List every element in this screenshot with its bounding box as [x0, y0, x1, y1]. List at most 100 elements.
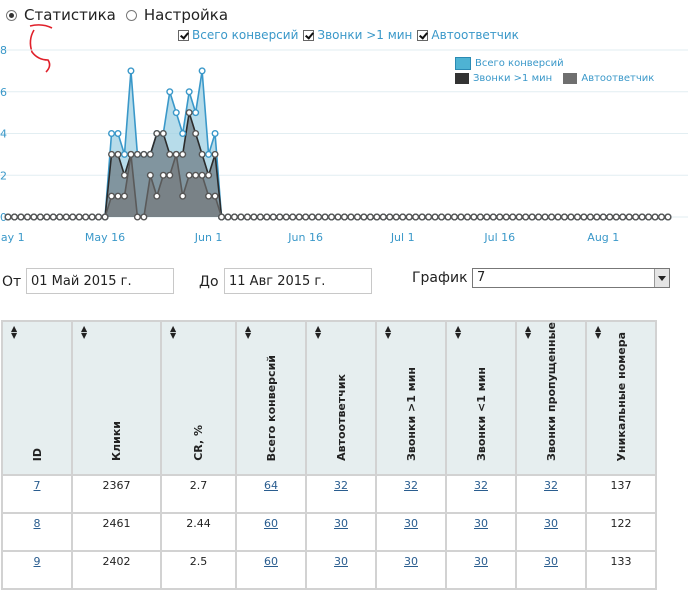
cell-link[interactable]: 30	[334, 555, 348, 568]
data-point[interactable]	[211, 129, 219, 137]
sort-icon[interactable]: ▲ ▼	[170, 324, 177, 340]
checkbox-answering-machine[interactable]	[417, 29, 429, 41]
chart-select[interactable]: 7	[472, 268, 670, 288]
cell-link[interactable]: 30	[404, 555, 418, 568]
data-point[interactable]	[146, 150, 154, 158]
data-point[interactable]	[457, 213, 465, 221]
chevron-down-icon[interactable]	[654, 269, 669, 287]
sort-icon[interactable]: ▲ ▼	[81, 324, 88, 340]
data-point[interactable]	[108, 192, 116, 200]
data-point[interactable]	[192, 171, 200, 179]
data-point[interactable]	[379, 213, 387, 221]
data-point[interactable]	[444, 213, 452, 221]
cell-link[interactable]: 32	[404, 479, 418, 492]
data-point[interactable]	[625, 213, 633, 221]
data-point[interactable]	[192, 109, 200, 117]
cell-link[interactable]: 30	[474, 555, 488, 568]
data-point[interactable]	[658, 213, 666, 221]
data-point[interactable]	[476, 213, 484, 221]
checkbox-total-conversions[interactable]	[178, 29, 189, 41]
data-point[interactable]	[619, 213, 627, 221]
cell-link[interactable]: 30	[334, 517, 348, 530]
data-point[interactable]	[554, 213, 562, 221]
data-point[interactable]	[321, 213, 329, 221]
data-point[interactable]	[560, 213, 568, 221]
cell-link[interactable]: 60	[264, 555, 278, 568]
data-point[interactable]	[302, 213, 310, 221]
data-point[interactable]	[159, 129, 167, 137]
legend-item[interactable]: Звонки >1 мин	[455, 73, 552, 84]
cell-link[interactable]: 30	[404, 517, 418, 530]
toggle-total-conversions[interactable]: Всего конверсий	[178, 28, 298, 42]
data-point[interactable]	[567, 213, 575, 221]
data-point[interactable]	[23, 213, 31, 221]
data-point[interactable]	[56, 213, 64, 221]
cell-link[interactable]: 30	[474, 517, 488, 530]
tab-statistics-label[interactable]: Статистика	[24, 6, 116, 24]
data-point[interactable]	[75, 213, 83, 221]
data-point[interactable]	[463, 213, 471, 221]
cell-link[interactable]: 30	[544, 555, 558, 568]
row-id-link[interactable]: 8	[33, 517, 41, 530]
data-point[interactable]	[522, 213, 530, 221]
from-date-input[interactable]: 01 Май 2015 г.	[26, 268, 174, 294]
toggle-calls-over-1min[interactable]: Звонки >1 мин	[303, 28, 412, 42]
data-point[interactable]	[470, 213, 478, 221]
data-point[interactable]	[386, 213, 394, 221]
cell-link[interactable]: 30	[544, 517, 558, 530]
data-point[interactable]	[535, 213, 543, 221]
radio-statistics[interactable]	[6, 9, 17, 21]
data-point[interactable]	[108, 150, 116, 158]
tab-settings-label[interactable]: Настройка	[143, 6, 229, 24]
data-point[interactable]	[541, 213, 549, 221]
sort-icon[interactable]: ▲ ▼	[525, 324, 532, 340]
data-point[interactable]	[586, 213, 594, 221]
data-point[interactable]	[114, 150, 122, 158]
data-point[interactable]	[295, 213, 303, 221]
legend-item[interactable]: Автоответчик	[563, 73, 654, 84]
data-point[interactable]	[664, 213, 672, 221]
data-point[interactable]	[612, 213, 620, 221]
data-point[interactable]	[651, 213, 659, 221]
sort-icon[interactable]: ▲ ▼	[455, 324, 462, 340]
column-header-missed-calls[interactable]: ▲ ▼ Звонки пропущенные	[515, 320, 587, 476]
to-date-input[interactable]: 11 Авг 2015 г.	[224, 268, 372, 294]
data-point[interactable]	[399, 213, 407, 221]
data-point[interactable]	[211, 150, 219, 158]
data-point[interactable]	[632, 213, 640, 221]
data-point[interactable]	[483, 213, 491, 221]
radio-settings[interactable]	[125, 9, 137, 21]
column-header-unique-numbers[interactable]: ▲ ▼ Уникальные номера	[585, 320, 657, 476]
data-point[interactable]	[269, 213, 277, 221]
data-point[interactable]	[638, 213, 646, 221]
data-point[interactable]	[88, 213, 96, 221]
data-point[interactable]	[263, 213, 271, 221]
data-point[interactable]	[127, 67, 135, 75]
data-point[interactable]	[645, 213, 653, 221]
data-point[interactable]	[4, 213, 12, 221]
data-point[interactable]	[315, 213, 323, 221]
data-point[interactable]	[43, 213, 51, 221]
data-point[interactable]	[185, 88, 193, 96]
cell-link[interactable]: 64	[264, 479, 278, 492]
data-point[interactable]	[211, 192, 219, 200]
data-point[interactable]	[205, 171, 213, 179]
toggle-answering-machine[interactable]: Автоответчик	[417, 28, 519, 42]
column-header-total-conversions[interactable]: ▲ ▼ Всего конверсий	[235, 320, 307, 476]
data-point[interactable]	[509, 213, 517, 221]
data-point[interactable]	[166, 171, 174, 179]
data-point[interactable]	[120, 192, 128, 200]
data-point[interactable]	[431, 213, 439, 221]
checkbox-calls-over-1min[interactable]	[303, 29, 315, 41]
data-point[interactable]	[17, 213, 25, 221]
data-point[interactable]	[120, 171, 128, 179]
data-point[interactable]	[153, 192, 161, 200]
data-point[interactable]	[489, 213, 497, 221]
data-point[interactable]	[140, 150, 148, 158]
data-point[interactable]	[166, 150, 174, 158]
data-point[interactable]	[528, 213, 536, 221]
data-point[interactable]	[237, 213, 245, 221]
column-header-id[interactable]: ▲ ▼ ID	[1, 320, 73, 476]
cell-link[interactable]: 32	[474, 479, 488, 492]
row-id-link[interactable]: 9	[33, 555, 41, 568]
